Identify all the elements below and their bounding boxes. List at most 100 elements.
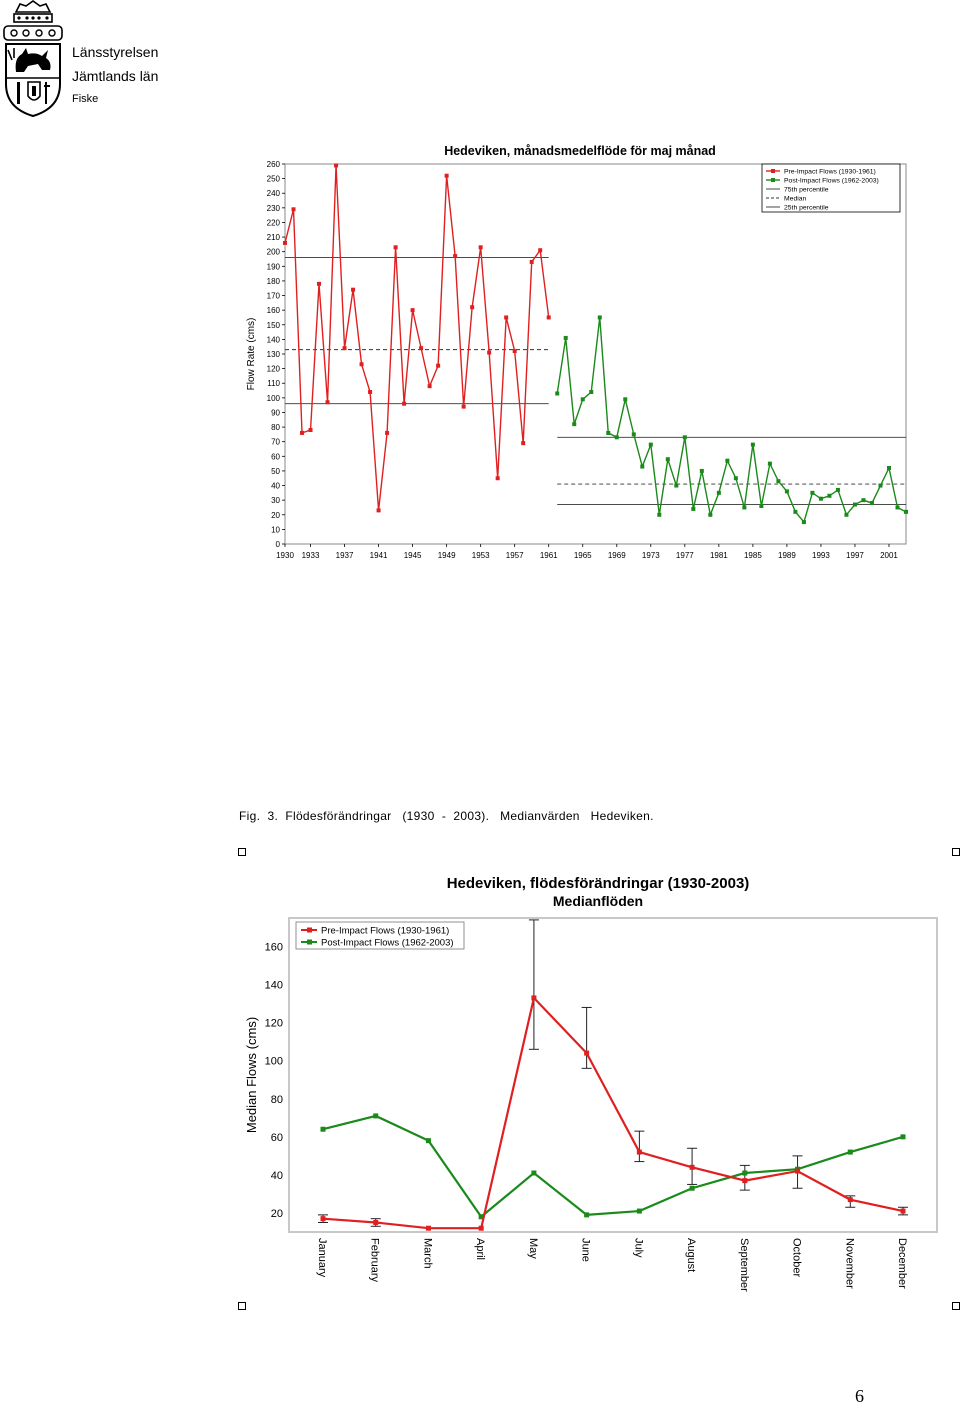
data-point [584, 1212, 590, 1218]
data-point [852, 502, 857, 507]
y-tick-label: 40 [271, 1170, 283, 1182]
legend-box [295, 921, 465, 950]
chart-title: Hedeviken, flödesförändringar (1930-2003… [447, 875, 750, 892]
resize-handle [952, 1302, 960, 1310]
data-point [580, 397, 585, 402]
x-tick-label: May [527, 1238, 539, 1259]
data-point [636, 1149, 642, 1155]
resize-handle [952, 848, 960, 856]
data-point [847, 1197, 853, 1203]
coat-of-arms-logo [3, 0, 63, 118]
data-point [801, 520, 806, 525]
y-tick-label: 140 [265, 980, 283, 992]
x-tick-label: April [474, 1238, 486, 1260]
data-point [606, 430, 611, 435]
data-point [869, 501, 874, 506]
data-point [835, 487, 840, 492]
y-axis-label: Median Flows (cms) [244, 1017, 259, 1133]
data-point [351, 287, 356, 292]
data-point [410, 308, 415, 313]
plot-frame [288, 917, 938, 1233]
x-tick-label: October [791, 1238, 803, 1277]
y-tick-label: 80 [271, 1094, 283, 1106]
legend-entry: Pre-Impact Flows (1930-1961) [321, 926, 449, 937]
y-tick-label: 240 [267, 189, 281, 198]
y-tick-label: 200 [267, 248, 281, 257]
x-tick-label: December [896, 1238, 908, 1289]
chart-subtitle: Medianflöden [553, 893, 643, 909]
data-point [584, 1050, 590, 1056]
data-point [878, 483, 883, 488]
x-tick-label: November [843, 1238, 855, 1289]
x-tick-label: 1937 [336, 551, 354, 560]
data-point [589, 390, 594, 394]
legend-entry: Post-Impact Flows (1962-2003) [784, 178, 879, 185]
data-point [844, 512, 849, 517]
data-point [342, 346, 347, 351]
data-point [368, 390, 373, 394]
figure-caption: Fig. 3. Flödesförändringar (1930 - 2003)… [239, 809, 654, 823]
series-line [284, 165, 550, 511]
x-tick-label: March [421, 1238, 433, 1269]
data-point [861, 498, 866, 503]
resize-handle [238, 848, 246, 856]
data-point [631, 432, 636, 437]
legend-box [761, 163, 901, 213]
x-tick-label: 1953 [472, 551, 490, 560]
data-point [470, 305, 475, 310]
x-tick-label: 1941 [370, 551, 388, 560]
data-point [461, 404, 466, 409]
data-point [555, 391, 560, 396]
y-tick-label: 60 [271, 1132, 283, 1144]
data-point [793, 509, 798, 514]
data-point [900, 1208, 906, 1214]
median-flows-chart: Hedeviken, flödesförändringar (1930-2003… [240, 848, 958, 1304]
data-point [478, 1214, 484, 1220]
y-tick-label: 80 [271, 423, 280, 432]
data-point [521, 441, 526, 446]
series-line [322, 995, 904, 1230]
data-point [725, 458, 730, 463]
y-tick-label: 60 [271, 452, 280, 461]
x-tick-label: January [316, 1238, 328, 1278]
data-point [393, 245, 398, 250]
y-axis-label: Flow Rate (cms) [246, 318, 257, 391]
data-point [563, 335, 568, 340]
legend-entry: Post-Impact Flows (1962-2003) [321, 938, 454, 949]
x-tick-label: 1957 [506, 551, 524, 560]
data-point [320, 1216, 326, 1222]
y-tick-label: 0 [276, 540, 281, 549]
x-tick-label: August [685, 1238, 697, 1272]
data-point [478, 1225, 484, 1231]
data-point [614, 435, 619, 440]
data-point [546, 315, 551, 320]
data-point [847, 1149, 853, 1155]
data-point [504, 315, 509, 320]
x-tick-label: 1965 [574, 551, 592, 560]
data-point [623, 397, 628, 402]
data-point [742, 1170, 748, 1176]
data-point [900, 1134, 906, 1140]
data-point [895, 505, 900, 510]
x-tick-label: 1949 [438, 551, 456, 560]
x-tick-label: 1993 [812, 551, 830, 560]
data-point [691, 506, 696, 511]
data-point [716, 490, 721, 495]
y-tick-label: 160 [265, 942, 283, 954]
data-point [419, 346, 424, 351]
data-point [308, 428, 313, 432]
data-point [640, 464, 645, 469]
data-point [886, 466, 891, 470]
y-tick-label: 120 [267, 365, 281, 374]
page-number: 6 [855, 1386, 864, 1406]
data-point [810, 490, 815, 495]
data-point [597, 315, 602, 320]
x-tick-label: 2001 [880, 551, 898, 560]
y-tick-label: 140 [267, 335, 281, 344]
legend-entry: Median [784, 196, 807, 203]
y-tick-label: 30 [271, 496, 280, 505]
may-flow-chart: Hedeviken, månadsmedelflöde för maj måna… [240, 122, 926, 578]
data-point [733, 476, 738, 481]
data-point [904, 509, 908, 514]
y-tick-label: 100 [267, 394, 281, 403]
